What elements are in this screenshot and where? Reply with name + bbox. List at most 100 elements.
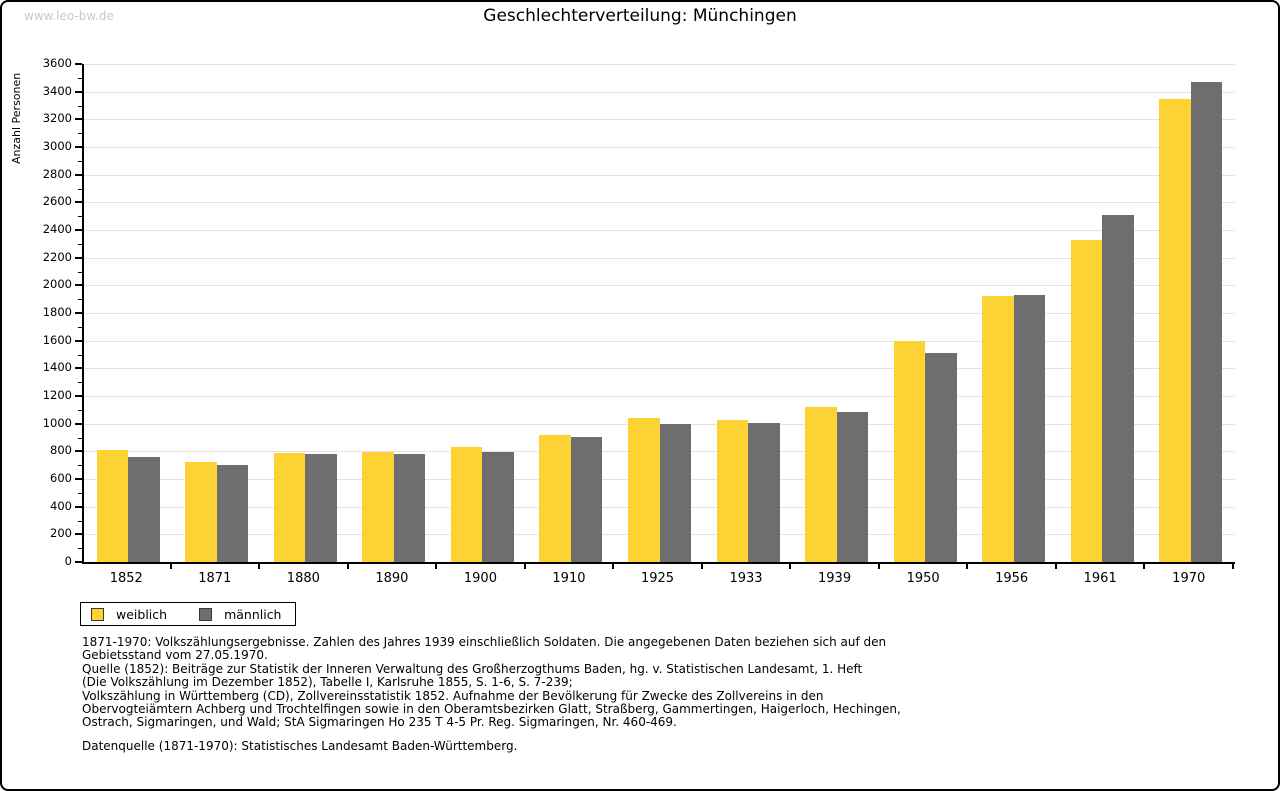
y-minor-tick: [78, 409, 82, 411]
y-minor-tick: [78, 548, 82, 550]
y-minor-tick: [78, 188, 82, 190]
y-minor-tick: [78, 326, 82, 328]
y-major-tick: [75, 256, 82, 259]
bar-männlich-1890: [393, 454, 426, 562]
footnotes: 1871-1970: Volkszählungsergebnisse. Zahl…: [82, 635, 1202, 753]
gridline-3400: [84, 91, 1235, 93]
legend-item-weiblich: weiblich: [91, 607, 167, 622]
bar-weiblich-1880: [273, 453, 306, 562]
gridline-2200: [84, 257, 1235, 259]
y-minor-tick: [78, 520, 82, 522]
gridline-3000: [84, 147, 1235, 148]
x-boundary-tick: [1054, 564, 1057, 569]
x-tick-label-1956: 1956: [995, 571, 1029, 586]
bar-weiblich-1852: [96, 449, 129, 562]
y-tick-label-2200: 2200: [42, 249, 72, 264]
y-tick-label-600: 600: [50, 471, 72, 485]
y-tick-label-3200: 3200: [42, 111, 72, 126]
x-tick-label-1950: 1950: [906, 571, 940, 586]
bar-weiblich-1910: [539, 434, 571, 562]
gridline-1200: [84, 396, 1235, 397]
legend-item-maennlich: männlich: [199, 607, 281, 622]
footnote-line: Ostrach, Sigmaringen, und Wald; StA Sigm…: [82, 715, 677, 730]
y-tick-label-0: 0: [64, 554, 72, 568]
x-boundary-tick: [1143, 564, 1146, 569]
y-major-tick: [75, 422, 82, 425]
x-tick-label-1871: 1871: [198, 571, 232, 586]
y-minor-tick: [78, 271, 82, 273]
y-major-tick: [75, 505, 82, 508]
chart-title: Geschlechterverteilung: Münchingen: [483, 6, 797, 26]
y-minor-tick: [78, 299, 82, 301]
y-tick-label-1600: 1600: [42, 332, 72, 347]
x-tick-label-1880: 1880: [286, 571, 320, 586]
y-tick-label-3400: 3400: [42, 83, 72, 98]
gridline-3200: [84, 119, 1235, 121]
x-boundary-tick: [612, 564, 615, 569]
bar-weiblich-1890: [362, 452, 394, 562]
y-major-tick: [75, 367, 82, 370]
x-boundary-tick: [1232, 564, 1234, 569]
y-tick-label-800: 800: [50, 443, 72, 458]
gridline-1000: [84, 423, 1235, 425]
bar-weiblich-1939: [805, 407, 837, 562]
x-boundary-tick: [169, 564, 172, 569]
x-boundary-tick: [966, 564, 969, 569]
x-tick-label-1970: 1970: [1172, 571, 1206, 586]
x-tick-label-1852: 1852: [109, 571, 143, 586]
y-major-tick: [75, 561, 82, 563]
footnote-line: Volkszählung in Württemberg (CD), Zollve…: [82, 688, 824, 703]
y-minor-tick: [78, 465, 82, 467]
y-axis: 0 200 400 600 800 1000 1200 1400 1600 1800 2000 220…: [2, 57, 82, 568]
y-tick-label-2000: 2000: [42, 277, 72, 292]
gridline-3600: [84, 64, 1235, 65]
bar-männlich-1900: [482, 452, 514, 562]
x-tick-label-1900: 1900: [463, 571, 497, 586]
y-major-tick: [75, 339, 82, 342]
bar-männlich-1880: [305, 454, 337, 562]
y-major-tick: [75, 201, 82, 204]
bar-weiblich-1900: [450, 446, 483, 562]
y-major-tick: [75, 533, 82, 536]
x-boundary-tick: [877, 564, 880, 569]
y-minor-tick: [78, 243, 82, 245]
legend-label-weiblich: weiblich: [116, 606, 168, 622]
x-boundary-tick: [789, 564, 792, 569]
y-major-tick: [75, 229, 82, 231]
y-tick-label-2800: 2800: [42, 166, 72, 181]
footnote-line: Obervogteiämtern Achberg und Trochtelfin…: [82, 702, 901, 717]
x-tick-label-1925: 1925: [640, 571, 675, 586]
y-minor-tick: [78, 492, 82, 494]
watermark: www.leo-bw.de: [24, 9, 114, 23]
y-minor-tick: [78, 354, 82, 356]
x-boundary-tick: [346, 564, 349, 569]
y-minor-tick: [78, 216, 82, 218]
bar-weiblich-1956: [982, 296, 1014, 562]
bar-männlich-1950: [925, 353, 957, 562]
y-tick-label-1000: 1000: [42, 415, 72, 430]
y-tick-label-1800: 1800: [42, 305, 72, 319]
y-major-tick: [75, 146, 82, 148]
x-tick-label-1939: 1939: [818, 571, 852, 586]
bar-weiblich-1970: [1159, 98, 1191, 562]
gridline-2400: [84, 230, 1235, 231]
y-major-tick: [75, 284, 82, 287]
y-major-tick: [75, 173, 82, 176]
footnote-line: (Die Volkszählung im Dezember 1852), Tab…: [82, 675, 573, 690]
x-tick-label-1890: 1890: [375, 571, 409, 586]
bar-männlich-1961: [1102, 215, 1134, 562]
x-tick-label-1961: 1961: [1083, 571, 1117, 586]
bar-männlich-1939: [836, 411, 869, 562]
y-tick-label-400: 400: [50, 498, 72, 513]
y-major-tick: [75, 450, 82, 453]
gridline-1600: [84, 340, 1235, 342]
gridline-1400: [84, 368, 1235, 370]
datasource-line: Datenquelle (1871-1970): Statistisches L…: [82, 738, 518, 753]
legend-label-maennlich: männlich: [224, 606, 282, 622]
bar-männlich-1852: [128, 456, 160, 562]
bar-weiblich-1933: [716, 419, 749, 562]
gridline-2800: [84, 174, 1235, 176]
y-minor-tick: [78, 437, 82, 439]
y-major-tick: [75, 478, 82, 480]
y-tick-label-1200: 1200: [42, 388, 72, 402]
